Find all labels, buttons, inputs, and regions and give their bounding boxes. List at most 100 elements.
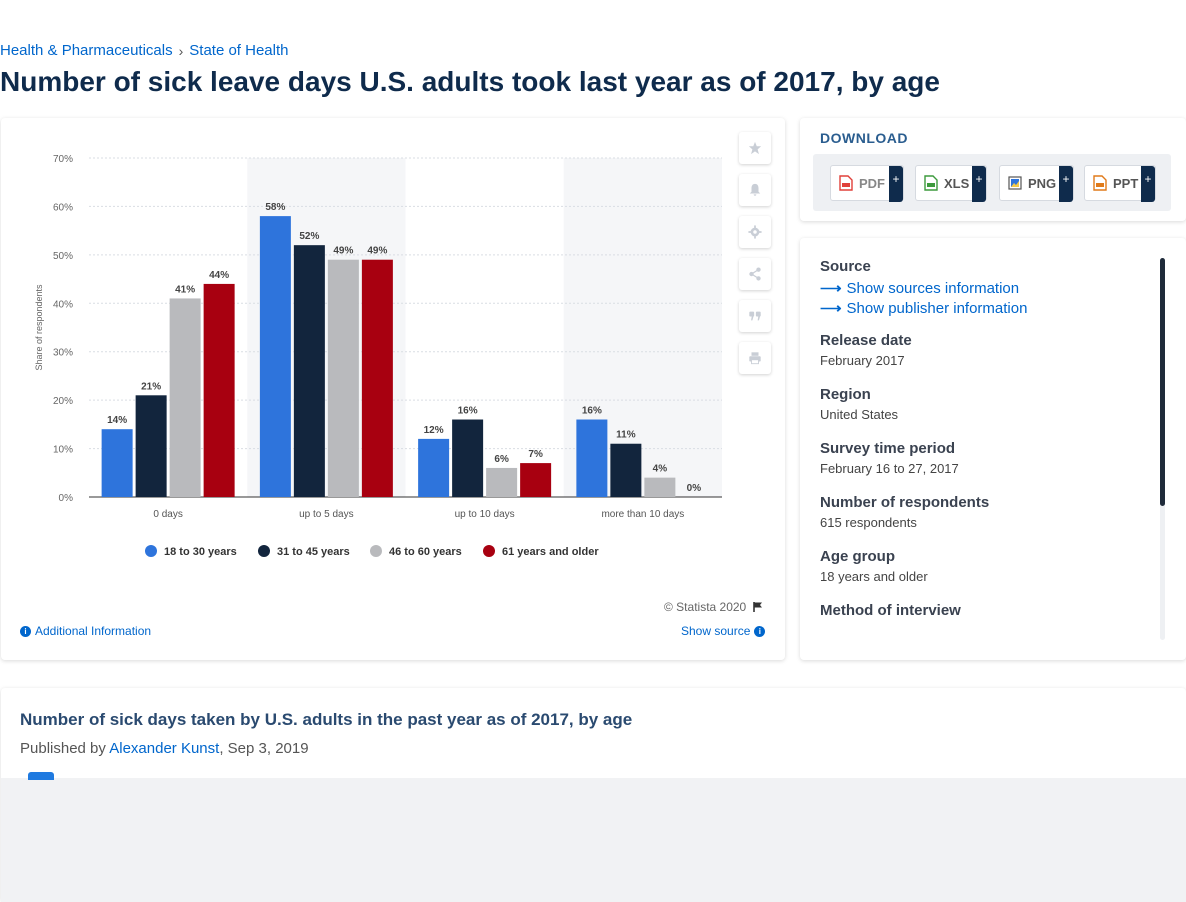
data-label: 7% [528,449,543,460]
published-by-label: Published by [20,740,106,757]
download-xls-plus: + [972,166,986,202]
bar [644,477,676,497]
cite-button[interactable] [739,300,771,332]
page-title: Number of sick leave days U.S. adults to… [0,66,940,97]
download-ppt-label: PPT [1113,175,1139,191]
png-file-icon [1008,175,1022,191]
data-label: 44% [209,270,229,281]
y-tick-label: 30% [53,348,73,359]
y-axis-title: Share of respondents [34,284,44,371]
legend-marker [483,545,495,557]
bar [259,216,291,497]
breadcrumb-link-state-of-health[interactable]: State of Health [189,42,289,59]
age-group-value: 18 years and older [820,569,928,584]
data-label: 41% [175,284,195,295]
data-label: 4% [653,464,668,475]
download-xls-label: XLS [944,175,970,191]
y-tick-label: 70% [53,154,73,165]
quote-icon [749,311,761,321]
source-heading: Source [820,258,871,275]
publication-card: Number of sick days taken by U.S. adults… [1,688,1186,902]
favorite-button[interactable] [739,132,771,164]
show-source-label: Show source [681,624,751,638]
chart-toolbar [739,132,771,374]
data-label: 11% [616,430,636,441]
details-scrollbar[interactable] [1160,258,1165,640]
chart-card: 0% 10% 20% 30% 40% 50% 60% 70% Share of responde… [1,118,785,660]
legend-marker [145,545,157,557]
show-sources-link[interactable]: ⟶ Show sources information [820,279,1150,298]
download-xls-button[interactable]: XLS + [915,165,987,202]
download-png-button[interactable]: PNG + [999,165,1074,202]
x-tick-label: up to 10 days [455,509,515,520]
bar [486,467,518,497]
share-button[interactable] [739,258,771,290]
copyright: © Statista 2020 [664,600,764,614]
bar [327,259,359,497]
download-ppt-button[interactable]: PPT + [1084,165,1156,202]
publication-tab-marker[interactable] [28,772,54,780]
notification-button[interactable] [739,174,771,206]
data-label: 58% [265,202,285,213]
bar [361,259,393,497]
x-tick-label: 0 days [153,509,182,520]
print-icon [749,352,761,365]
x-tick-label: more than 10 days [601,509,684,520]
bell-icon [749,183,761,196]
data-label: 6% [494,454,509,465]
show-source-link[interactable]: Show source i [681,624,766,638]
bar [293,245,325,497]
bar [610,443,642,497]
bar [101,429,133,497]
flag-icon[interactable] [752,601,764,613]
legend-label: 61 years and older [502,546,599,558]
download-png-plus: + [1059,166,1073,202]
show-publisher-link[interactable]: ⟶ Show publisher information [820,299,1150,318]
data-label: 16% [458,406,478,417]
breadcrumb-link-health[interactable]: Health & Pharmaceuticals [0,42,173,59]
statistic-details: Source ⟶ Show sources information ⟶ Show… [820,258,1150,619]
download-png-label: PNG [1028,175,1057,191]
breadcrumb: Health & Pharmaceuticals › State of Heal… [0,42,289,59]
bar [203,283,235,497]
y-tick-label: 60% [53,202,73,213]
additional-information-label: Additional Information [35,624,152,638]
legend-marker [258,545,270,557]
download-pdf-label: PDF [859,175,885,191]
region-value: United States [820,407,899,422]
info-icon: i [754,625,766,637]
legend-marker [370,545,382,557]
data-label: 49% [333,246,353,257]
print-button[interactable] [739,342,771,374]
publication-byline: Published by Alexander Kunst, Sep 3, 201… [20,740,309,757]
statistic-details-card: Source ⟶ Show sources information ⟶ Show… [800,238,1186,660]
data-label: 52% [299,231,319,242]
download-pdf-button[interactable]: PDF + [830,165,904,202]
y-tick-label: 40% [53,299,73,310]
y-tick-label: 10% [53,445,73,456]
details-scrollbar-thumb[interactable] [1160,258,1165,506]
xls-file-icon [924,175,938,191]
gear-icon [748,225,762,239]
settings-button[interactable] [739,216,771,248]
download-ppt-plus: + [1141,166,1155,202]
additional-information-link[interactable]: i Additional Information [20,624,151,638]
bar [576,419,608,497]
publication-date: , Sep 3, 2019 [219,740,309,757]
region-heading: Region [820,386,871,403]
legend-label: 46 to 60 years [389,546,462,558]
data-label: 12% [424,425,444,436]
show-publisher-label: Show publisher information [846,299,1028,317]
data-label: 0% [687,483,702,494]
ppt-file-icon [1093,175,1107,191]
y-tick-label: 50% [53,251,73,262]
data-label: 21% [141,381,161,392]
x-tick-label: up to 5 days [299,509,353,520]
bar [135,395,167,497]
publication-title: Number of sick days taken by U.S. adults… [20,710,633,729]
data-label: 16% [582,406,602,417]
y-tick-label: 20% [53,396,73,407]
author-link[interactable]: Alexander Kunst [109,740,220,757]
legend-label: 18 to 30 years [164,546,237,558]
method-heading: Method of interview [820,602,961,619]
